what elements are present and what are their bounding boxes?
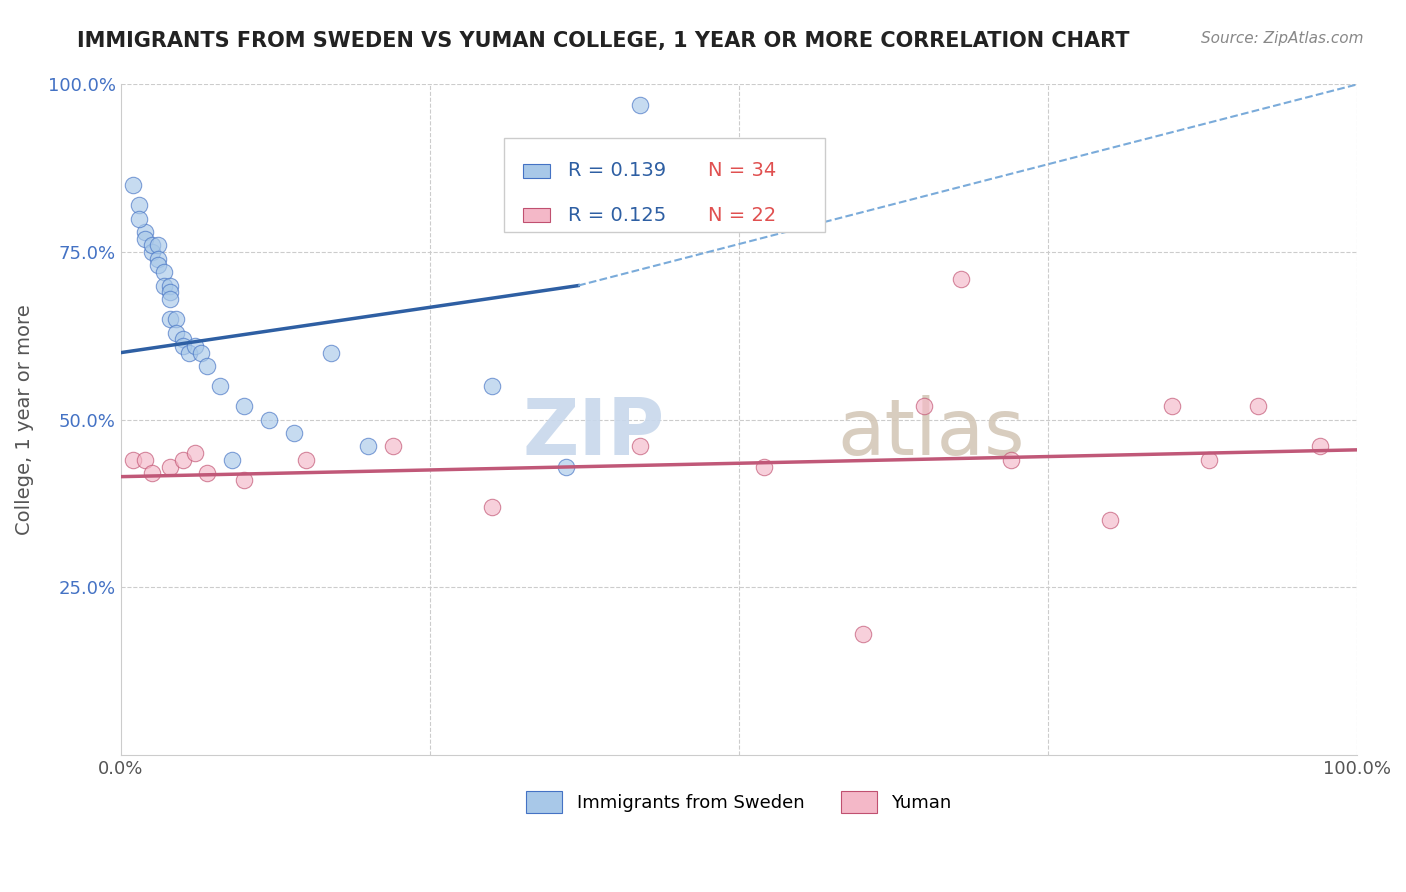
Point bbox=[357, 440, 380, 454]
Point bbox=[481, 500, 503, 514]
Point bbox=[195, 359, 218, 373]
Point bbox=[184, 339, 207, 353]
FancyBboxPatch shape bbox=[503, 138, 825, 232]
Point bbox=[128, 198, 150, 212]
Point bbox=[159, 278, 181, 293]
Point bbox=[752, 459, 775, 474]
Point bbox=[122, 178, 145, 192]
Point bbox=[950, 272, 973, 286]
Point bbox=[172, 453, 194, 467]
Point bbox=[295, 453, 318, 467]
Text: R = 0.125: R = 0.125 bbox=[568, 205, 666, 225]
Point bbox=[146, 259, 169, 273]
Point bbox=[159, 312, 181, 326]
Legend: Immigrants from Sweden, Yuman: Immigrants from Sweden, Yuman bbox=[526, 791, 952, 813]
Text: R = 0.139: R = 0.139 bbox=[568, 161, 666, 180]
Point bbox=[257, 412, 280, 426]
Point bbox=[1198, 453, 1220, 467]
Point bbox=[172, 332, 194, 346]
Text: ZIP: ZIP bbox=[523, 395, 665, 471]
Bar bbox=[523, 163, 550, 178]
Point bbox=[283, 426, 305, 441]
Point bbox=[146, 252, 169, 266]
Point bbox=[141, 238, 163, 252]
Point bbox=[554, 459, 576, 474]
Bar bbox=[523, 208, 550, 222]
Point bbox=[159, 285, 181, 300]
Point bbox=[195, 467, 218, 481]
Point bbox=[134, 225, 156, 239]
Point bbox=[912, 399, 935, 413]
Text: N = 34: N = 34 bbox=[709, 161, 776, 180]
Point bbox=[208, 379, 231, 393]
Point bbox=[141, 245, 163, 260]
Point bbox=[128, 211, 150, 226]
Point bbox=[184, 446, 207, 460]
Point bbox=[1309, 440, 1331, 454]
Point bbox=[165, 326, 187, 340]
Point bbox=[177, 345, 200, 359]
Point bbox=[153, 265, 176, 279]
Point bbox=[153, 278, 176, 293]
Point bbox=[381, 440, 404, 454]
Point bbox=[146, 238, 169, 252]
Point bbox=[190, 345, 212, 359]
Text: IMMIGRANTS FROM SWEDEN VS YUMAN COLLEGE, 1 YEAR OR MORE CORRELATION CHART: IMMIGRANTS FROM SWEDEN VS YUMAN COLLEGE,… bbox=[77, 31, 1130, 51]
Y-axis label: College, 1 year or more: College, 1 year or more bbox=[15, 304, 34, 535]
Point bbox=[233, 473, 256, 487]
Point bbox=[1160, 399, 1182, 413]
Text: atlas: atlas bbox=[838, 395, 1025, 471]
Point bbox=[159, 292, 181, 306]
Text: Source: ZipAtlas.com: Source: ZipAtlas.com bbox=[1201, 31, 1364, 46]
Point bbox=[172, 339, 194, 353]
Point bbox=[851, 627, 873, 641]
Point bbox=[165, 312, 187, 326]
Point bbox=[159, 459, 181, 474]
Point bbox=[481, 379, 503, 393]
Text: N = 22: N = 22 bbox=[709, 205, 776, 225]
Point bbox=[221, 453, 243, 467]
Point bbox=[141, 467, 163, 481]
Point bbox=[134, 232, 156, 246]
Point bbox=[1098, 513, 1121, 527]
Point bbox=[122, 453, 145, 467]
Point bbox=[319, 345, 342, 359]
Point bbox=[1247, 399, 1270, 413]
Point bbox=[134, 453, 156, 467]
Point bbox=[628, 97, 651, 112]
Point bbox=[1000, 453, 1022, 467]
Point bbox=[233, 399, 256, 413]
Point bbox=[628, 440, 651, 454]
